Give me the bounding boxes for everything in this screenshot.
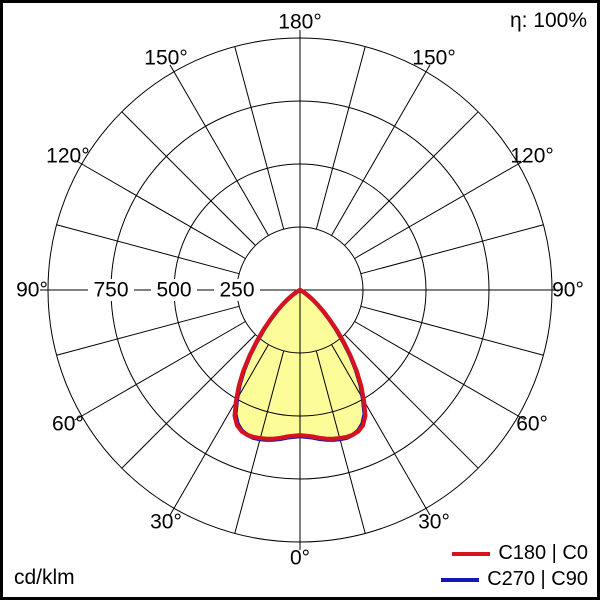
radial-label-750: 750	[93, 279, 128, 302]
angle-label-120-right: 120°	[510, 145, 553, 168]
grid-spoke	[234, 46, 285, 230]
grid-spoke	[56, 224, 240, 275]
grid-spoke	[344, 334, 479, 469]
angle-label-0-right: 0°	[290, 547, 310, 570]
radial-label-mask	[214, 279, 260, 301]
radial-label-mask	[151, 279, 197, 301]
grid-spoke	[169, 344, 269, 516]
units-label: cd/klm	[14, 566, 75, 589]
grid-spoke	[74, 321, 246, 421]
grid-spoke	[234, 350, 285, 534]
angle-label-90-right: 90°	[552, 279, 584, 302]
grid-spoke	[354, 321, 526, 421]
grid-spoke	[360, 224, 544, 275]
grid-spoke	[354, 159, 526, 259]
grid-spoke	[360, 305, 544, 356]
radial-label-500: 500	[156, 279, 191, 302]
grid-spoke	[344, 111, 479, 246]
radial-label-mask	[88, 279, 134, 301]
light-output-ratio-label: η: 100%	[509, 9, 587, 32]
radial-labels: 250 500 750	[88, 279, 260, 302]
angle-label-150-right: 150°	[412, 46, 455, 69]
polar-chart: 250 500 750 0° 30° 30° 60° 60° 90° 90° 120° 120° 150…	[16, 11, 584, 570]
legend-label-c270-c90: C270 | C90	[487, 568, 588, 590]
angle-label-180-right: 180°	[278, 11, 321, 34]
angle-label-150-left: 150°	[144, 46, 187, 69]
legend-line-blue-icon	[441, 577, 480, 582]
radial-label-250: 250	[219, 279, 254, 302]
grid-spoke	[331, 64, 431, 236]
legend-item-c270-c90: C270 | C90	[441, 568, 588, 591]
legend-item-c180-c0: C180 | C0	[452, 542, 588, 565]
angle-label-90-left: 90°	[16, 279, 48, 302]
legend-label-c180-c0: C180 | C0	[498, 542, 588, 564]
angle-label-60-left: 60°	[52, 413, 84, 436]
legend-line-red-icon	[452, 551, 491, 556]
grid-spoke	[74, 159, 246, 259]
grid-spoke	[331, 344, 431, 516]
curve-c180-c0	[232, 287, 368, 441]
angle-label-60-right: 60°	[516, 413, 548, 436]
grid-spoke	[121, 334, 256, 469]
angle-label-30-left: 30°	[150, 511, 182, 534]
legend: C180 | C0 C270 | C90	[441, 542, 588, 591]
grid-spoke	[56, 305, 240, 356]
grid-spoke	[121, 111, 256, 246]
grid-spoke	[315, 350, 366, 534]
grid-spoke	[315, 46, 366, 230]
angle-labels: 0° 30° 30° 60° 60° 90° 90° 120° 120° 150° 150° 180°	[16, 11, 584, 570]
polar-grid	[40, 30, 560, 550]
grid-spoke	[169, 64, 269, 236]
angle-label-120-left: 120°	[46, 145, 89, 168]
angle-label-30-right: 30°	[418, 511, 450, 534]
